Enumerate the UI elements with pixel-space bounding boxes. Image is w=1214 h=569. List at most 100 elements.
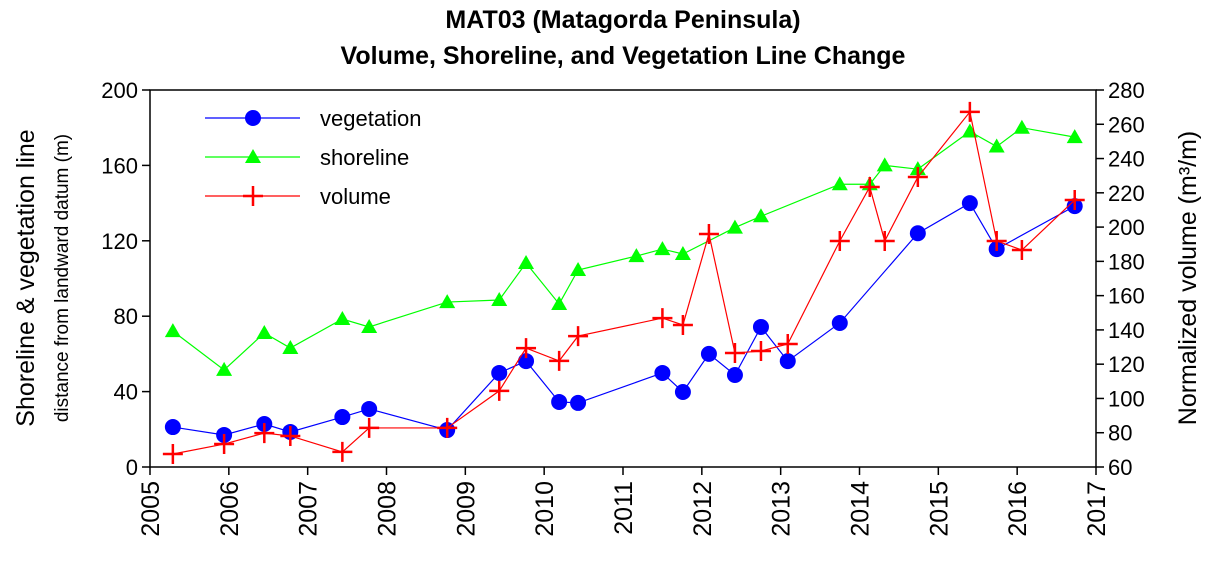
- point: [829, 230, 850, 251]
- legend-marker: [243, 186, 263, 206]
- point: [961, 123, 978, 138]
- point: [628, 248, 645, 263]
- point: [437, 417, 458, 438]
- point: [959, 101, 980, 122]
- x-tick-label: 2005: [137, 481, 165, 537]
- point: [518, 255, 535, 270]
- y2-axis-label: Normalized volume (m³/m): [1174, 131, 1202, 425]
- x-tick-label: 2016: [1004, 481, 1032, 537]
- point: [570, 262, 587, 277]
- chart-subtitle: Volume, Shoreline, and Vegetation Line C…: [341, 42, 906, 70]
- point: [831, 176, 848, 191]
- point: [674, 245, 691, 260]
- point: [359, 417, 380, 438]
- x-tick-label: 2008: [374, 481, 402, 537]
- x-tick-label: 2009: [452, 481, 480, 537]
- y-axis-sublabel: distance from landward datum (m): [52, 134, 73, 422]
- point: [1011, 240, 1032, 261]
- point: [518, 353, 535, 370]
- y2-tick-label: 200: [1108, 215, 1145, 240]
- point: [777, 333, 798, 354]
- point: [491, 291, 508, 306]
- y-tick-label: 40: [114, 380, 138, 405]
- point: [332, 441, 353, 462]
- y-tick-label: 160: [101, 153, 138, 178]
- point: [551, 393, 568, 410]
- y2-tick-label: 260: [1108, 112, 1145, 137]
- point: [162, 443, 183, 464]
- point: [361, 400, 378, 417]
- point: [752, 318, 769, 335]
- point: [750, 340, 771, 361]
- point: [700, 345, 717, 362]
- point: [551, 295, 568, 310]
- point: [752, 208, 769, 223]
- point: [876, 157, 893, 172]
- point: [439, 294, 456, 309]
- x-tick-label: 2015: [925, 481, 953, 537]
- x-tick-label: 2014: [847, 481, 875, 537]
- legend-marker: [245, 149, 261, 163]
- point: [1064, 190, 1085, 211]
- point: [909, 225, 926, 242]
- plot-frame: [149, 89, 1097, 468]
- y2-tick-label: 100: [1108, 386, 1145, 411]
- point: [254, 423, 275, 444]
- point: [672, 314, 693, 335]
- point: [988, 138, 1005, 153]
- x-tick-label: 2010: [531, 481, 559, 537]
- point: [164, 323, 181, 338]
- x-tick-label: 2006: [216, 481, 244, 537]
- x-tick-label: 2011: [610, 481, 638, 535]
- point: [779, 353, 796, 370]
- point: [570, 394, 587, 411]
- y-tick-label: 0: [126, 455, 138, 480]
- point: [907, 167, 928, 188]
- point: [282, 340, 299, 355]
- point: [1013, 119, 1030, 134]
- legend-label: volume: [320, 184, 391, 209]
- point: [1066, 129, 1083, 144]
- y2-tick-label: 220: [1108, 181, 1145, 206]
- y2-tick-label: 280: [1108, 78, 1145, 103]
- y2-tick-label: 80: [1108, 421, 1132, 446]
- point: [568, 326, 589, 347]
- y2-tick-label: 140: [1108, 318, 1145, 343]
- point: [874, 230, 895, 251]
- point: [489, 380, 510, 401]
- legend-label: shoreline: [320, 145, 409, 170]
- point: [491, 364, 508, 381]
- point: [334, 409, 351, 426]
- point: [214, 434, 235, 455]
- point: [256, 324, 273, 339]
- point: [652, 308, 673, 329]
- point: [549, 350, 570, 371]
- legend-label: vegetation: [320, 106, 422, 131]
- point: [216, 361, 233, 376]
- legend-marker: [245, 110, 261, 126]
- point: [280, 425, 301, 446]
- y2-tick-label: 180: [1108, 249, 1145, 274]
- point: [164, 419, 181, 436]
- point: [698, 223, 719, 244]
- y-axis-label: Shoreline & vegetation line: [12, 129, 40, 426]
- y2-tick-label: 120: [1108, 352, 1145, 377]
- series-line: [172, 127, 1075, 371]
- point: [334, 311, 351, 326]
- x-tick-label: 2012: [689, 481, 717, 537]
- point: [726, 367, 743, 384]
- y2-tick-label: 160: [1108, 284, 1145, 309]
- point: [674, 383, 691, 400]
- point: [986, 230, 1007, 251]
- series-line: [172, 202, 1075, 436]
- series-line: [172, 110, 1076, 455]
- y-tick-label: 80: [114, 304, 138, 329]
- point: [361, 318, 378, 333]
- point: [726, 219, 743, 234]
- point: [961, 195, 978, 212]
- x-tick-label: 2017: [1083, 481, 1111, 537]
- y2-tick-label: 60: [1108, 455, 1132, 480]
- y-tick-label: 120: [101, 229, 138, 254]
- point: [831, 314, 848, 331]
